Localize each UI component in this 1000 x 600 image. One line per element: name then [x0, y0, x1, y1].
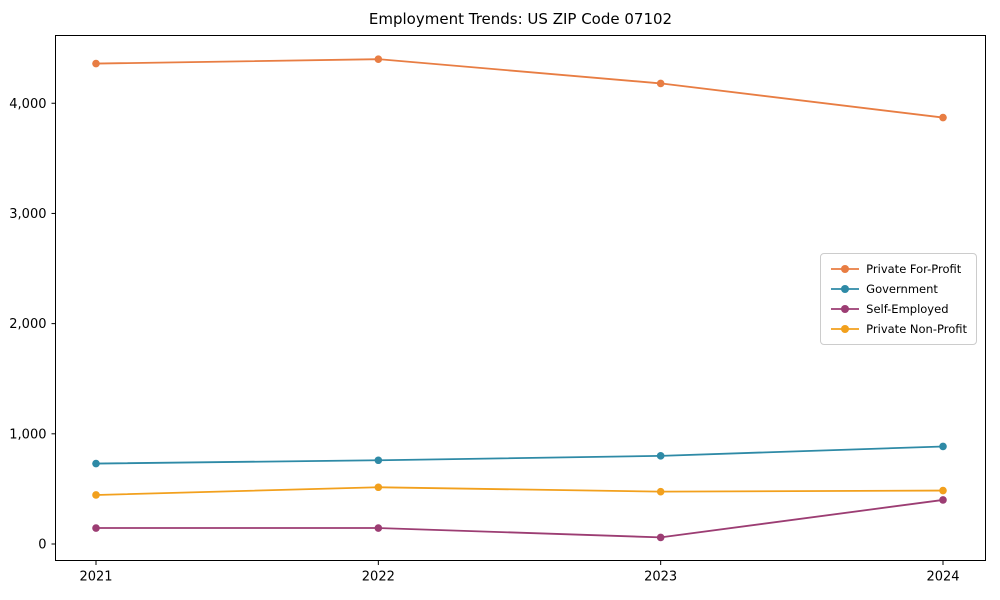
legend-label: Government	[866, 282, 938, 296]
data-point-private-for-profit	[92, 59, 100, 68]
series-line-government	[95, 445, 944, 465]
data-point-private-for-profit	[374, 55, 383, 63]
x-tick-label: 2021	[79, 570, 112, 585]
legend-line-marker-icon	[831, 305, 860, 313]
legend-label: Private Non-Profit	[866, 322, 967, 336]
y-tick-label: 0	[38, 538, 46, 553]
legend-label: Private For-Profit	[866, 262, 962, 276]
data-point-private-non-profit	[656, 487, 665, 496]
data-point-private-non-profit	[92, 491, 100, 499]
series-line-private-for-profit	[95, 58, 944, 119]
legend-item-private-non-profit: Private Non-Profit	[830, 321, 967, 337]
y-tick-label: 2,000	[9, 317, 46, 332]
y-tick-label: 4,000	[9, 97, 46, 112]
data-point-self-employed	[656, 533, 665, 542]
data-point-self-employed	[92, 524, 100, 532]
legend-line-marker-icon	[831, 325, 860, 333]
legend-item-private-for-profit: Private For-Profit	[830, 261, 967, 277]
y-tick-label: 3,000	[9, 207, 46, 222]
y-tick-label: 1,000	[9, 427, 46, 442]
legend: Private For-Profit Government Self-Employe…	[820, 253, 977, 345]
legend-item-government: Government	[830, 281, 967, 297]
series-line-self-employed	[95, 499, 944, 539]
data-point-government	[92, 459, 100, 468]
data-point-government	[374, 456, 383, 465]
x-tick-label: 2024	[926, 570, 959, 585]
chart-title: Employment Trends: US ZIP Code 07102	[368, 10, 673, 28]
legend-line-marker-icon	[831, 285, 860, 293]
data-point-self-employed	[939, 496, 947, 504]
data-point-private-for-profit	[939, 113, 947, 122]
series-line-private-non-profit	[95, 486, 944, 496]
data-point-self-employed	[374, 524, 383, 532]
legend-item-self-employed: Self-Employed	[830, 301, 967, 317]
legend-label: Self-Employed	[866, 302, 949, 316]
data-point-government	[656, 452, 665, 460]
data-point-private-non-profit	[374, 483, 383, 492]
data-point-private-non-profit	[939, 486, 947, 495]
data-point-government	[939, 442, 947, 451]
x-tick-label: 2023	[644, 570, 677, 585]
legend-line-marker-icon	[831, 265, 860, 273]
x-tick-label: 2022	[362, 570, 395, 585]
data-point-private-for-profit	[656, 79, 665, 88]
